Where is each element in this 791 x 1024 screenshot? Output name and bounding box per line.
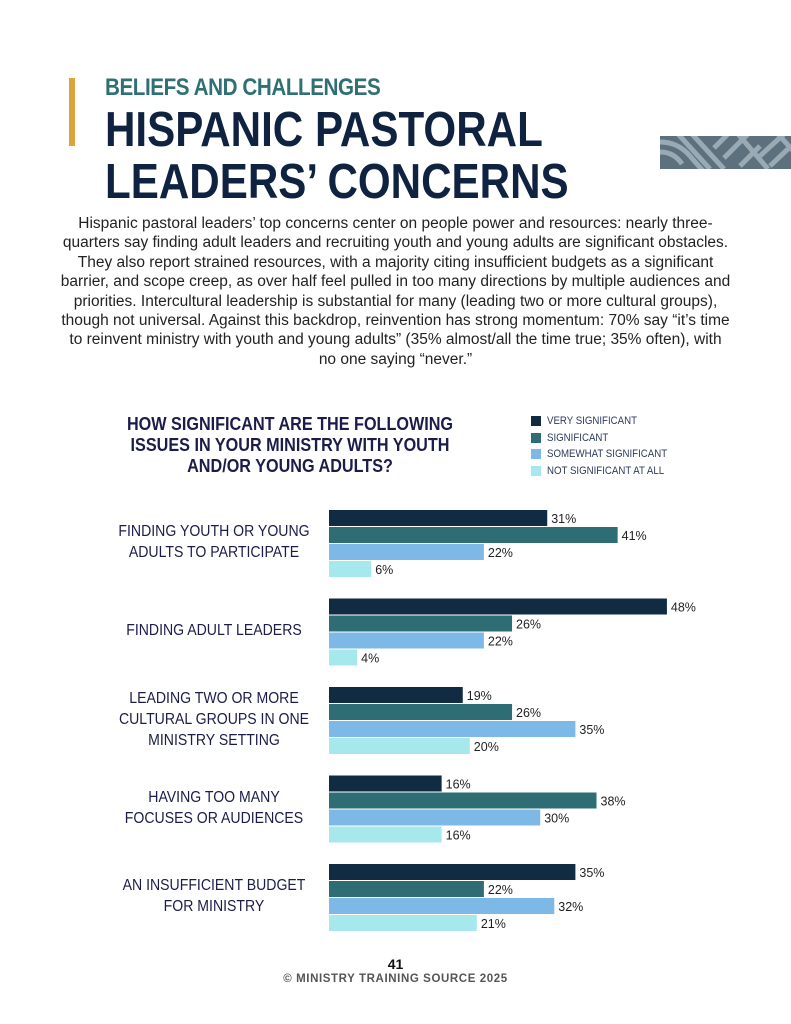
bar	[329, 649, 358, 666]
section-eyebrow: BELIEFS AND CHALLENGES	[105, 74, 381, 101]
bar-value-label: 4%	[361, 652, 379, 666]
bar-value-label: 26%	[516, 706, 541, 720]
bar	[329, 881, 484, 897]
bar-value-label: 20%	[474, 740, 499, 754]
bar-value-label: 16%	[446, 778, 471, 792]
bar-group: 35% 22% 32% 21%	[329, 864, 604, 931]
bar-value-label: 22%	[488, 546, 513, 560]
bar	[329, 826, 442, 843]
chart-title: HOW SIGNIFICANT ARE THE FOLLOWING ISSUES…	[126, 414, 454, 476]
legend-item: VERY SIGNIFICANT	[531, 413, 684, 430]
category-label-line: FOR MINISTRY	[163, 898, 265, 915]
bar-value-label: 31%	[551, 512, 576, 526]
bar	[329, 915, 477, 931]
bar	[329, 598, 667, 615]
category-label-line: CULTURAL GROUPS IN ONE	[118, 710, 310, 728]
accent-bar	[69, 78, 75, 146]
decorative-weave-pattern	[660, 136, 791, 169]
bar-group: 31% 41% 22% 6%	[329, 510, 647, 577]
bar	[329, 898, 555, 914]
bar-value-label: 22%	[488, 883, 513, 897]
bar-value-label: 30%	[544, 812, 569, 826]
bar	[329, 615, 513, 632]
category-label: HAVING TOO MANY FOCUSES OR AUDIENCES	[114, 787, 315, 829]
bar-value-label: 32%	[558, 900, 583, 914]
legend-item: NOT SIGNIFICANT AT ALL	[531, 463, 684, 480]
category-label: FINDING YOUTH OR YOUNG ADULTS TO PARTICIP…	[114, 521, 315, 563]
legend-swatch	[531, 432, 541, 443]
bar	[329, 721, 576, 737]
legend-item: SOMEWHAT SIGNIFICANT	[531, 446, 684, 463]
page-title: HISPANIC PASTORAL LEADERS’ CONCERNS	[105, 104, 569, 208]
category-label-line: MINISTRY SETTING	[148, 731, 280, 749]
page-title-line-1: HISPANIC PASTORAL	[105, 103, 543, 157]
bar-value-label: 19%	[467, 689, 492, 703]
bar	[329, 527, 618, 543]
bar	[329, 704, 513, 720]
category-label-line: FINDING ADULT LEADERS	[126, 622, 302, 639]
bar	[329, 775, 442, 792]
bar-value-label: 21%	[481, 917, 506, 931]
legend-swatch	[531, 465, 541, 476]
page-title-line-2: LEADERS’ CONCERNS	[105, 155, 569, 209]
bar-value-label: 48%	[671, 601, 696, 615]
category-label: LEADING TWO OR MORE CULTURAL GROUPS IN ON…	[114, 688, 315, 751]
bar	[329, 792, 597, 809]
legend-label: VERY SIGNIFICANT	[547, 415, 638, 428]
bar	[329, 561, 372, 577]
category-label: AN INSUFFICIENT BUDGET FOR MINISTRY	[114, 875, 315, 917]
category-label-line: FOCUSES OR AUDIENCES	[124, 809, 304, 827]
bar-value-label: 38%	[601, 795, 626, 809]
category-label: FINDING ADULT LEADERS	[114, 620, 315, 641]
bar	[329, 738, 470, 754]
bar-value-label: 35%	[579, 866, 604, 880]
weave-pattern-graphic	[660, 136, 791, 169]
legend-label: SOMEWHAT SIGNIFICANT	[547, 448, 668, 461]
bar	[329, 510, 548, 526]
bar-group: 19% 26% 35% 20%	[329, 687, 604, 754]
bar	[329, 544, 484, 560]
category-label-line: FINDING YOUTH OR YOUNG	[118, 523, 310, 540]
legend-swatch	[531, 416, 541, 427]
bar-value-label: 22%	[488, 635, 513, 649]
category-label-line: ADULTS TO PARTICIPATE	[128, 544, 300, 561]
bar-group: 48% 26%22% 4%	[329, 598, 696, 666]
bar-group: 16% 38% 30% 16%	[329, 775, 626, 843]
bar-value-label: 35%	[579, 723, 604, 737]
bar	[329, 809, 541, 826]
bar	[329, 864, 576, 880]
copyright-notice: © MINISTRY TRAINING SOURCE 2025	[283, 973, 508, 985]
category-label-line: AN INSUFFICIENT BUDGET	[122, 877, 306, 894]
bar-value-label: 6%	[375, 563, 393, 577]
legend-swatch	[531, 449, 541, 460]
legend-item: SIGNIFICANT	[531, 430, 684, 447]
bar	[329, 687, 463, 703]
legend-label: SIGNIFICANT	[547, 431, 609, 444]
intro-paragraph: Hispanic pastoral leaders’ top concerns …	[60, 215, 731, 368]
chart-legend: VERY SIGNIFICANT SIGNIFICANT SOMEWHAT SIGN…	[531, 413, 684, 479]
page-number: 41	[387, 956, 404, 972]
legend-label: NOT SIGNIFICANT AT ALL	[547, 464, 665, 477]
bar-value-label: 41%	[622, 529, 647, 543]
category-label-line: HAVING TOO MANY	[148, 788, 280, 806]
bar-value-label: 26%	[516, 618, 541, 632]
bar	[329, 632, 484, 649]
bar-value-label: 16%	[446, 829, 471, 843]
category-label-line: LEADING TWO OR MORE	[129, 689, 299, 707]
